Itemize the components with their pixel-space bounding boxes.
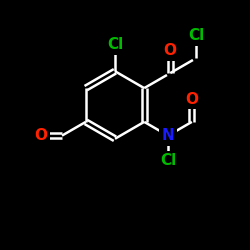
Text: O: O	[185, 92, 198, 107]
Text: Cl: Cl	[188, 28, 204, 43]
Text: Cl: Cl	[160, 153, 176, 168]
Text: Cl: Cl	[107, 38, 123, 52]
Text: O: O	[164, 43, 177, 58]
Text: N: N	[162, 128, 174, 143]
Text: O: O	[34, 128, 47, 143]
